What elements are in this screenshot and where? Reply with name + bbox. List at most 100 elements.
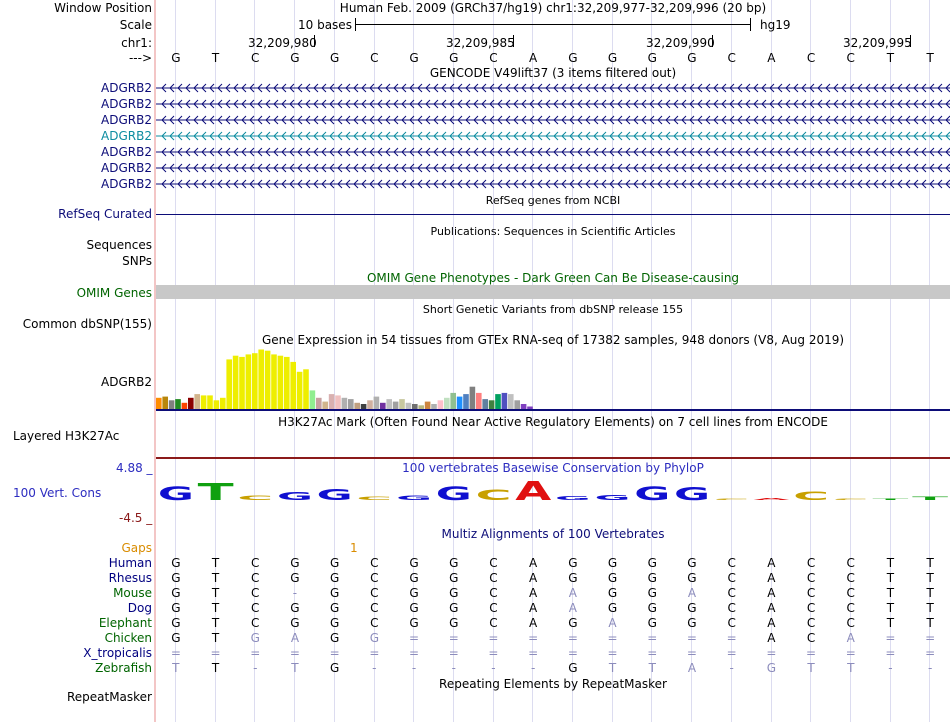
gtex-tissue-bar[interactable] [156, 397, 162, 409]
gaps-label[interactable]: Gaps [121, 541, 152, 555]
gtex-tissue-bar[interactable] [341, 397, 348, 409]
gtex-tissue-bar[interactable] [482, 399, 488, 409]
species-label[interactable]: Rhesus [108, 571, 152, 585]
gencode-gene-label[interactable]: ADGRB2 [101, 145, 152, 159]
gtex-tissue-bar[interactable] [514, 400, 520, 409]
gtex-tissue-bar[interactable] [277, 355, 284, 409]
gtex-tissue-bar[interactable] [232, 355, 239, 409]
repeatmasker-label[interactable]: RepeatMasker [66, 690, 152, 704]
gtex-tissue-bar[interactable] [335, 395, 341, 409]
gtex-tissue-bar[interactable] [207, 395, 213, 409]
gencode-gene-model[interactable] [156, 163, 950, 173]
gtex-tissue-bar[interactable] [392, 401, 399, 409]
gtex-tissue-bar[interactable] [488, 400, 495, 409]
gtex-tissue-bar[interactable] [354, 402, 360, 409]
vert-cons-label[interactable]: 100 Vert. Cons [13, 486, 102, 500]
refseq-curated-label[interactable]: RefSeq Curated [58, 207, 152, 221]
gtex-tissue-bar[interactable] [309, 390, 316, 409]
species-label[interactable]: Dog [127, 601, 152, 615]
gtex-tissue-bar[interactable] [264, 350, 271, 409]
gtex-tissue-bar[interactable] [380, 402, 386, 409]
reference-base[interactable]: T [926, 51, 934, 65]
gtex-tissue-bar[interactable] [405, 402, 412, 409]
gencode-gene-model[interactable] [156, 131, 950, 141]
reference-base[interactable]: G [568, 51, 578, 65]
gtex-tissue-bar[interactable] [412, 404, 418, 409]
gencode-gene-label[interactable]: ADGRB2 [101, 129, 152, 143]
sequences-label[interactable]: Sequences [86, 238, 152, 252]
gtex-tissue-bar[interactable] [303, 369, 309, 409]
gtex-tissue-bar[interactable] [456, 396, 463, 409]
gtex-tissue-bar[interactable] [386, 399, 392, 409]
reference-base[interactable]: G [647, 51, 657, 65]
gtex-tissue-bar[interactable] [418, 405, 424, 409]
gtex-tissue-bar[interactable] [168, 400, 175, 409]
gencode-gene-label[interactable]: ADGRB2 [101, 161, 152, 175]
gtex-tissue-bar[interactable] [424, 401, 431, 409]
gtex-tissue-bar[interactable] [348, 399, 354, 409]
gencode-gene-label[interactable]: ADGRB2 [101, 81, 152, 95]
reference-base[interactable]: C [370, 51, 379, 65]
gtex-tissue-bar[interactable] [162, 396, 168, 409]
gtex-tissue-bar[interactable] [284, 356, 290, 409]
gtex-tissue-bar[interactable] [220, 397, 226, 409]
snps-label[interactable]: SNPs [122, 254, 152, 268]
gencode-gene-model[interactable] [156, 115, 950, 125]
gtex-tissue-bar[interactable] [367, 400, 373, 409]
reference-base[interactable]: G [687, 51, 697, 65]
reference-base[interactable]: G [449, 51, 459, 65]
gtex-tissue-bar[interactable] [328, 394, 335, 409]
gtex-tissue-bar[interactable] [322, 401, 328, 409]
gencode-gene-label[interactable]: ADGRB2 [101, 113, 152, 127]
gtex-tissue-bar[interactable] [527, 406, 533, 410]
gtex-tissue-bar[interactable] [213, 400, 220, 409]
gtex-tissue-bar[interactable] [175, 399, 181, 409]
reference-base[interactable]: A [767, 51, 776, 65]
h3k27ac-label[interactable]: Layered H3K27Ac [13, 429, 120, 443]
omim-gene-bar[interactable] [156, 285, 950, 299]
gtex-tissue-bar[interactable] [245, 354, 252, 409]
gtex-tissue-bar[interactable] [508, 394, 514, 409]
gtex-tissue-bar[interactable] [495, 394, 501, 409]
gtex-tissue-bar[interactable] [476, 392, 482, 409]
reference-base[interactable]: C [727, 51, 736, 65]
reference-base[interactable]: G [290, 51, 300, 65]
reference-base[interactable]: G [607, 51, 618, 65]
gtex-tissue-bar[interactable] [194, 394, 200, 409]
species-label[interactable]: X_tropicalis [83, 646, 152, 660]
reference-base[interactable]: C [806, 51, 816, 65]
reference-base[interactable]: T [211, 51, 220, 65]
gtex-tissue-bar[interactable] [463, 394, 469, 409]
gtex-tissue-bar[interactable] [296, 371, 303, 409]
gtex-tissue-bar[interactable] [200, 395, 207, 409]
reference-base[interactable]: G [171, 51, 181, 65]
gtex-tissue-bar[interactable] [437, 400, 444, 409]
gencode-gene-model[interactable] [156, 99, 950, 109]
gtex-tissue-bar[interactable] [258, 349, 264, 410]
reference-base[interactable]: C [489, 51, 498, 65]
species-label[interactable]: Elephant [98, 616, 152, 630]
refseq-gene-line[interactable] [156, 214, 950, 215]
gtex-tissue-bar[interactable] [252, 353, 258, 409]
gtex-tissue-bar[interactable] [316, 397, 322, 409]
species-label[interactable]: Chicken [104, 631, 152, 645]
gtex-tissue-bar[interactable] [450, 392, 456, 409]
gtex-tissue-bar[interactable] [501, 392, 508, 409]
gtex-tissue-bar[interactable] [226, 359, 232, 409]
reference-base[interactable]: T [886, 51, 895, 65]
gtex-tissue-bar[interactable] [290, 361, 296, 409]
gtex-tissue-bar[interactable] [520, 404, 527, 409]
gencode-gene-label[interactable]: ADGRB2 [101, 97, 152, 111]
gtex-tissue-bar[interactable] [373, 396, 380, 409]
reference-base[interactable]: C [846, 51, 855, 65]
gencode-gene-model[interactable] [156, 83, 950, 93]
gencode-gene-model[interactable] [156, 147, 950, 157]
reference-base[interactable]: C [251, 51, 260, 65]
gtex-tissue-bar[interactable] [469, 386, 476, 409]
species-label[interactable]: Mouse [113, 586, 152, 600]
gtex-tissue-bar[interactable] [239, 356, 245, 409]
gtex-tissue-bar[interactable] [271, 354, 277, 409]
gtex-tissue-bar[interactable] [188, 397, 194, 409]
gencode-gene-model[interactable] [156, 179, 950, 189]
